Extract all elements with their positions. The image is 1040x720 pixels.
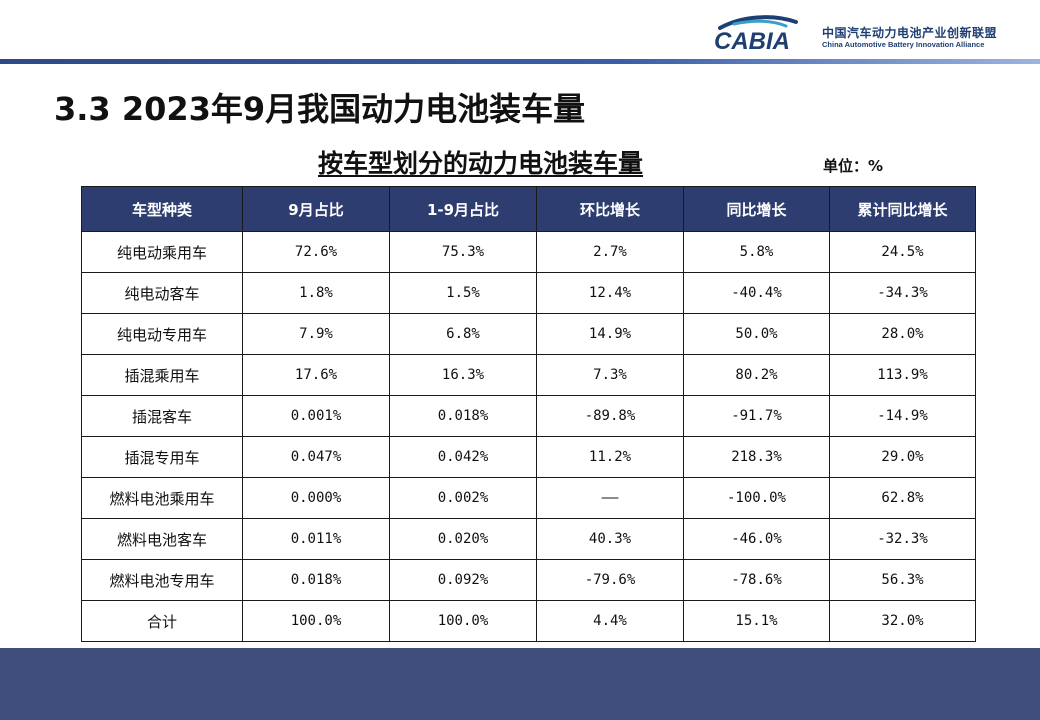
- table-row: 插混专用车 0.047% 0.042% 11.2% 218.3% 29.0%: [81, 436, 976, 478]
- battery-installation-table: 车型种类 9月占比 1-9月占比 环比增长 同比增长 累计同比增长 纯电动乘用车…: [81, 186, 976, 642]
- column-header: 环比增长: [536, 186, 684, 232]
- column-header: 车型种类: [81, 186, 243, 232]
- value-cell: 80.2%: [683, 354, 830, 396]
- value-cell: 62.8%: [829, 477, 976, 519]
- value-cell: -78.6%: [683, 559, 830, 601]
- value-cell: 0.047%: [242, 436, 390, 478]
- value-cell: 29.0%: [829, 436, 976, 478]
- cabia-logo-mark: CABIA: [714, 15, 798, 54]
- org-name-en: China Automotive Battery Innovation Alli…: [822, 40, 985, 49]
- table-header-row: 车型种类 9月占比 1-9月占比 环比增长 同比增长 累计同比增长: [81, 186, 976, 232]
- value-cell: -91.7%: [683, 395, 830, 437]
- column-header: 9月占比: [242, 186, 390, 232]
- value-cell: 14.9%: [536, 313, 684, 355]
- value-cell: 100.0%: [389, 600, 537, 642]
- vehicle-type-cell: 纯电动专用车: [81, 313, 243, 355]
- value-cell: 32.0%: [829, 600, 976, 642]
- table-title: 按车型划分的动力电池装车量: [318, 149, 644, 178]
- value-cell: 16.3%: [389, 354, 537, 396]
- vehicle-type-cell: 纯电动客车: [81, 272, 243, 314]
- value-cell: 12.4%: [536, 272, 684, 314]
- value-cell: -79.6%: [536, 559, 684, 601]
- value-cell: 0.018%: [242, 559, 390, 601]
- vehicle-type-cell: 燃料电池专用车: [81, 559, 243, 601]
- value-cell: 17.6%: [242, 354, 390, 396]
- table-row: 纯电动专用车 7.9% 6.8% 14.9% 50.0% 28.0%: [81, 313, 976, 355]
- table-row: 纯电动乘用车 72.6% 75.3% 2.7% 5.8% 24.5%: [81, 231, 976, 273]
- value-cell: 24.5%: [829, 231, 976, 273]
- value-cell: 75.3%: [389, 231, 537, 273]
- vehicle-type-cell: 燃料电池客车: [81, 518, 243, 560]
- value-cell: 40.3%: [536, 518, 684, 560]
- table-row: 插混乘用车 17.6% 16.3% 7.3% 80.2% 113.9%: [81, 354, 976, 396]
- value-cell: 0.001%: [242, 395, 390, 437]
- value-cell: 15.1%: [683, 600, 830, 642]
- value-cell: 0.020%: [389, 518, 537, 560]
- value-cell: 0.002%: [389, 477, 537, 519]
- value-cell: 1.5%: [389, 272, 537, 314]
- vehicle-type-cell: 插混客车: [81, 395, 243, 437]
- value-cell: -46.0%: [683, 518, 830, 560]
- value-cell: 7.3%: [536, 354, 684, 396]
- value-cell: -40.4%: [683, 272, 830, 314]
- vehicle-type-cell: 插混乘用车: [81, 354, 243, 396]
- value-cell: 100.0%: [242, 600, 390, 642]
- unit-label: 单位：%: [823, 157, 884, 175]
- value-cell: 0.000%: [242, 477, 390, 519]
- table-row: 合计 100.0% 100.0% 4.4% 15.1% 32.0%: [81, 600, 976, 642]
- value-cell: 7.9%: [242, 313, 390, 355]
- column-header: 1-9月占比: [389, 186, 537, 232]
- value-cell: 11.2%: [536, 436, 684, 478]
- value-cell: -34.3%: [829, 272, 976, 314]
- table-row: 燃料电池客车 0.011% 0.020% 40.3% -46.0% -32.3%: [81, 518, 976, 560]
- vehicle-type-cell: 燃料电池乘用车: [81, 477, 243, 519]
- table-row: 插混客车 0.001% 0.018% -89.8% -91.7% -14.9%: [81, 395, 976, 437]
- logo-text: CABIA: [714, 28, 790, 54]
- table-row: 纯电动客车 1.8% 1.5% 12.4% -40.4% -34.3%: [81, 272, 976, 314]
- value-cell: 72.6%: [242, 231, 390, 273]
- value-cell: -32.3%: [829, 518, 976, 560]
- value-cell: 113.9%: [829, 354, 976, 396]
- value-cell: ——: [536, 477, 684, 519]
- value-cell: 0.092%: [389, 559, 537, 601]
- value-cell: 2.7%: [536, 231, 684, 273]
- value-cell: 4.4%: [536, 600, 684, 642]
- table-row: 燃料电池乘用车 0.000% 0.002% —— -100.0% 62.8%: [81, 477, 976, 519]
- value-cell: 28.0%: [829, 313, 976, 355]
- footer-band: [0, 648, 1040, 720]
- value-cell: 0.011%: [242, 518, 390, 560]
- value-cell: 0.018%: [389, 395, 537, 437]
- page-title: 3.3 2023年9月我国动力电池装车量: [54, 90, 586, 128]
- value-cell: -89.8%: [536, 395, 684, 437]
- value-cell: 50.0%: [683, 313, 830, 355]
- column-header: 累计同比增长: [829, 186, 976, 232]
- alliance-logo: CABIA 中国汽车动力电池产业创新联盟 China Automotive Ba…: [712, 14, 1012, 54]
- vehicle-type-cell: 合计: [81, 600, 243, 642]
- value-cell: 1.8%: [242, 272, 390, 314]
- value-cell: 218.3%: [683, 436, 830, 478]
- value-cell: 5.8%: [683, 231, 830, 273]
- value-cell: 0.042%: [389, 436, 537, 478]
- value-cell: 56.3%: [829, 559, 976, 601]
- value-cell: -100.0%: [683, 477, 830, 519]
- value-cell: -14.9%: [829, 395, 976, 437]
- org-name-cn: 中国汽车动力电池产业创新联盟: [822, 26, 998, 40]
- column-header: 同比增长: [683, 186, 830, 232]
- header-divider: [0, 59, 1040, 64]
- vehicle-type-cell: 纯电动乘用车: [81, 231, 243, 273]
- table-row: 燃料电池专用车 0.018% 0.092% -79.6% -78.6% 56.3%: [81, 559, 976, 601]
- value-cell: 6.8%: [389, 313, 537, 355]
- vehicle-type-cell: 插混专用车: [81, 436, 243, 478]
